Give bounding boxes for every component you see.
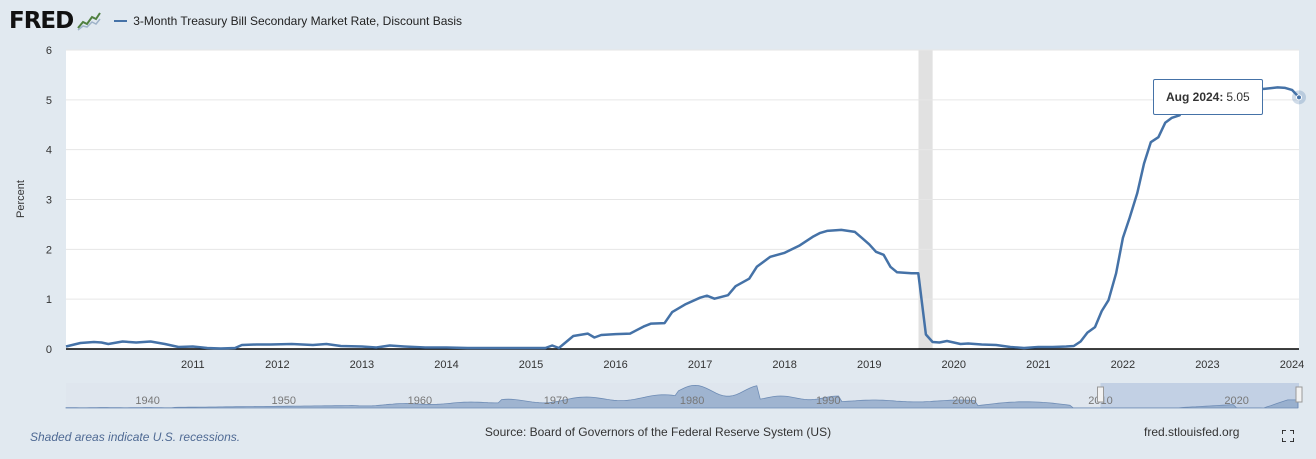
chart-header: FRED 3-Month Treasury Bill Secondary Mar… bbox=[9, 6, 462, 36]
legend-line-swatch bbox=[114, 20, 128, 22]
series-legend[interactable]: 3-Month Treasury Bill Secondary Market R… bbox=[114, 14, 462, 28]
y-tick-label: 5 bbox=[46, 95, 52, 107]
y-tick-label: 0 bbox=[46, 344, 52, 356]
x-tick-label: 2012 bbox=[265, 359, 289, 371]
tooltip-date: Aug 2024: bbox=[1166, 90, 1224, 104]
source-note[interactable]: Source: Board of Governors of the Federa… bbox=[484, 425, 832, 439]
trend-line-icon bbox=[77, 11, 102, 31]
navigator-tick-label: 2000 bbox=[952, 395, 976, 407]
x-tick-label: 2023 bbox=[1195, 359, 1219, 371]
x-tick-label: 2021 bbox=[1026, 359, 1050, 371]
navigator-handle-right[interactable] bbox=[1295, 386, 1303, 403]
x-tick-label: 2019 bbox=[857, 359, 881, 371]
navigator-tick-label: 1970 bbox=[544, 395, 568, 407]
series-title: 3-Month Treasury Bill Secondary Market R… bbox=[133, 14, 463, 28]
site-link[interactable]: fred.stlouisfed.org bbox=[1144, 425, 1240, 439]
navigator-tick-label: 1950 bbox=[272, 395, 296, 407]
x-tick-label: 2013 bbox=[350, 359, 374, 371]
x-tick-label: 2022 bbox=[1111, 359, 1135, 371]
series-line[interactable] bbox=[65, 85, 1300, 350]
y-tick-label: 1 bbox=[46, 294, 52, 306]
navigator[interactable]: 194019501960197019801990200020102020 bbox=[65, 383, 1303, 409]
navigator-tick-label: 1940 bbox=[135, 395, 159, 407]
expand-icon[interactable] bbox=[1282, 430, 1294, 442]
tooltip-value: 5.05 bbox=[1226, 90, 1250, 104]
x-tick-label: 2016 bbox=[603, 359, 627, 371]
x-tick-label: 2017 bbox=[688, 359, 712, 371]
y-axis-ticks: 0 1 2 3 4 5 6 bbox=[46, 45, 52, 356]
x-tick-label: 2011 bbox=[181, 359, 205, 371]
x-tick-label: 2020 bbox=[942, 359, 966, 371]
navigator-tick-label: 1990 bbox=[816, 395, 840, 407]
y-tick-label: 4 bbox=[46, 145, 52, 157]
navigator-ticks: 194019501960197019801990200020102020 bbox=[135, 395, 1248, 407]
data-tooltip: Aug 2024: 5.05 bbox=[1153, 79, 1263, 115]
navigator-selection[interactable] bbox=[1100, 383, 1299, 408]
recession-note: Shaded areas indicate U.S. recessions. bbox=[30, 430, 241, 444]
navigator-tick-label: 2020 bbox=[1224, 395, 1248, 407]
navigator-series-area bbox=[65, 384, 1299, 409]
navigator-tick-label: 1960 bbox=[408, 395, 432, 407]
y-tick-label: 3 bbox=[46, 195, 52, 207]
x-tick-label: 2024 bbox=[1280, 359, 1304, 371]
x-axis-ticks: 2011 2012 2013 2014 2015 2016 2017 2018 2019 2020… bbox=[181, 359, 1304, 371]
x-tick-label: 2014 bbox=[434, 359, 458, 371]
hover-point[interactable] bbox=[1296, 94, 1302, 101]
y-tick-label: 2 bbox=[46, 244, 52, 256]
y-tick-label: 6 bbox=[46, 45, 52, 57]
fred-logo[interactable]: FRED bbox=[9, 8, 74, 34]
x-tick-label: 2018 bbox=[772, 359, 796, 371]
navigator-handle-left[interactable] bbox=[1096, 386, 1104, 403]
navigator-tick-label: 1980 bbox=[680, 395, 704, 407]
x-tick-label: 2015 bbox=[519, 359, 543, 371]
y-axis-label: Percent bbox=[15, 180, 27, 218]
y-gridlines bbox=[66, 49, 1299, 300]
